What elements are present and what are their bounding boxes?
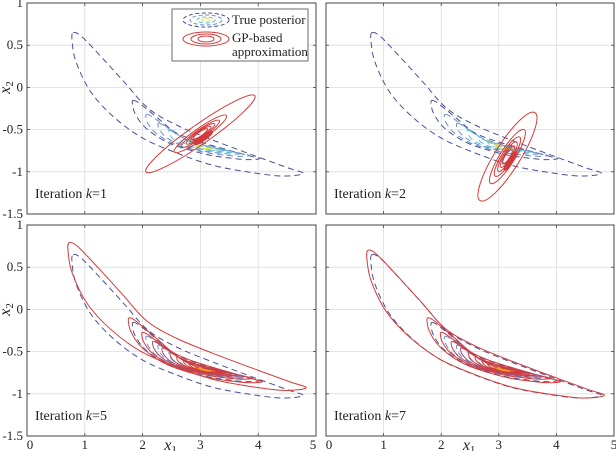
gp-contour (508, 158, 512, 164)
legend-true-icon (201, 18, 211, 22)
gp-contour (201, 136, 206, 140)
x-tick-label: 4 (255, 437, 262, 451)
plot-area (326, 225, 614, 436)
contours (370, 31, 602, 202)
plot-area (326, 3, 614, 214)
true-posterior-contour (455, 122, 540, 155)
y-tick-label: -1 (12, 386, 23, 401)
legend-gp-icon (190, 33, 222, 45)
legend-true-label: True posterior (232, 12, 306, 27)
y-tick-label: 1 (17, 217, 24, 232)
panel-2: Iteration k=2 (325, 2, 615, 215)
y-tick-label: 1 (17, 0, 24, 10)
true-posterior-contour (131, 321, 261, 383)
gp-contour (477, 111, 538, 202)
true-posterior-contour (168, 129, 234, 153)
y-tick-label: 0 (17, 79, 24, 94)
true-posterior-contour (443, 335, 549, 379)
x-tick-label: 5 (310, 437, 317, 451)
x-axis-label: x1 (163, 437, 177, 451)
gp-contour (127, 317, 264, 384)
legend-gp-icon (197, 35, 215, 43)
legend-true-icon (189, 14, 223, 26)
x-tick-label: 1 (380, 437, 387, 451)
gp-contour (366, 249, 605, 399)
legend-true-icon (196, 16, 216, 24)
y-tick-label: -0.5 (2, 344, 23, 359)
x-tick-label: 2 (438, 437, 445, 451)
y-tick-label: -0.5 (2, 122, 23, 137)
legend-gp-label-2: approximation (232, 44, 308, 59)
y-tick-label: 0 (17, 301, 24, 316)
x-tick-label: 0 (27, 437, 34, 451)
axes-box (325, 2, 615, 215)
panel-3: 10.50-0.5-1-1.5x2012345x1Iteration k=5 (0, 217, 317, 451)
true-posterior-contour (430, 99, 559, 161)
iteration-label: Iteration k=7 (334, 409, 406, 424)
true-posterior-contour (466, 129, 533, 153)
panel-1: 1 0.5 0 -0.5 -1 -1.5 x2 Iteration k=1 True poste… (0, 0, 317, 221)
y-axis-label: x2 (0, 303, 16, 317)
true-posterior-contour (131, 99, 261, 161)
y-axis-label: x2 (0, 81, 16, 95)
legend-true-icon (182, 12, 230, 28)
gp-contour (497, 366, 510, 372)
contours (366, 249, 605, 399)
plot-area (27, 225, 316, 436)
axes-box (325, 224, 615, 437)
gp-contour (426, 317, 562, 384)
true-posterior-contour (145, 113, 251, 157)
x-tick-label: 0 (326, 437, 333, 451)
x-tick-label: 1 (82, 437, 89, 451)
true-posterior-contour (370, 31, 602, 177)
gp-contour (198, 366, 212, 372)
x-tick-label: 3 (496, 437, 503, 451)
legend-gp-icon (182, 31, 230, 47)
iteration-label: Iteration k=5 (35, 409, 107, 424)
x-tick-label: 2 (139, 437, 146, 451)
legend-gp-label: GP-based (232, 30, 283, 45)
true-posterior-contour (145, 335, 251, 379)
x-tick-label: 5 (611, 437, 616, 451)
true-posterior-contour (443, 113, 549, 157)
axes-box (26, 224, 317, 437)
axes-box (26, 2, 317, 215)
x-tick-label: 3 (197, 437, 204, 451)
y-tick-label: 0.5 (7, 259, 23, 274)
true-posterior-contour (188, 140, 220, 151)
legend-box (171, 8, 309, 62)
contours (71, 31, 304, 177)
gp-contour (192, 128, 209, 140)
true-posterior-contour (477, 136, 525, 152)
true-posterior-contour (71, 31, 304, 177)
panel-4: 0 1 2 3 4 5 x1 Iteration k=7 (325, 224, 616, 451)
true-posterior-contour (157, 122, 242, 155)
y-tick-label: -1.5 (2, 428, 23, 443)
iteration-label: Iteration k=1 (35, 187, 107, 202)
x-axis-label: x1 (462, 437, 476, 451)
contours (67, 241, 307, 399)
true-posterior-contour (71, 253, 304, 399)
true-posterior-contour (430, 321, 559, 383)
gp-contour (67, 241, 307, 391)
y-tick-label: 0.5 (7, 37, 23, 52)
gp-contour (145, 94, 256, 174)
iteration-label: Iteration k=2 (334, 187, 406, 202)
y-tick-label: -1 (12, 164, 23, 179)
y-tick-label: -1.5 (2, 206, 23, 221)
x-tick-label: 4 (553, 437, 560, 451)
